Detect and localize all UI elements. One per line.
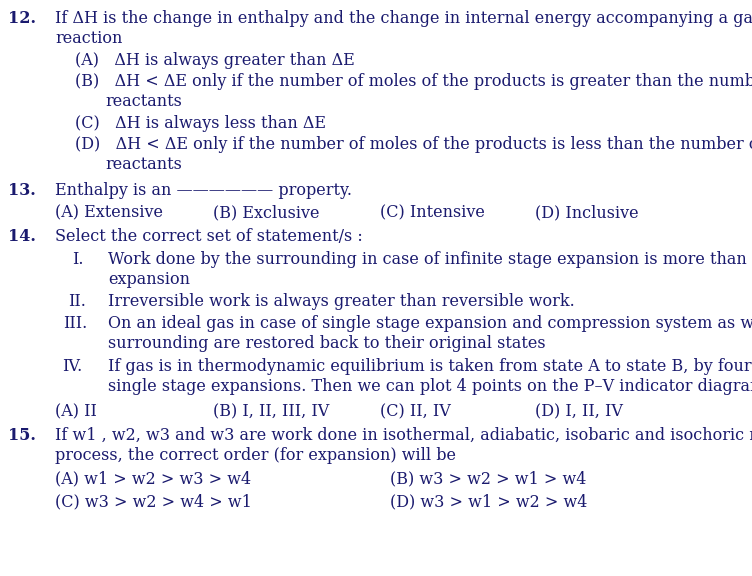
Text: reactants: reactants bbox=[105, 93, 182, 110]
Text: If gas is in thermodynamic equilibrium is taken from state A to state B, by four: If gas is in thermodynamic equilibrium i… bbox=[108, 358, 752, 375]
Text: (B) Exclusive: (B) Exclusive bbox=[213, 204, 320, 221]
Text: (A) Extensive: (A) Extensive bbox=[55, 204, 163, 221]
Text: (B)   ΔH < ΔE only if the number of moles of the products is greater than the nu: (B) ΔH < ΔE only if the number of moles … bbox=[75, 73, 752, 90]
Text: (C)   ΔH is always less than ΔE: (C) ΔH is always less than ΔE bbox=[75, 115, 326, 132]
Text: 15.: 15. bbox=[8, 427, 36, 444]
Text: (B) w3 > w2 > w1 > w4: (B) w3 > w2 > w1 > w4 bbox=[390, 470, 587, 487]
Text: Select the correct set of statement/s :: Select the correct set of statement/s : bbox=[55, 228, 362, 245]
Text: surrounding are restored back to their original states: surrounding are restored back to their o… bbox=[108, 335, 546, 352]
Text: Work done by the surrounding in case of infinite stage expansion is more than si: Work done by the surrounding in case of … bbox=[108, 251, 752, 268]
Text: (C) Intensive: (C) Intensive bbox=[380, 204, 485, 221]
Text: IV.: IV. bbox=[62, 358, 82, 375]
Text: Enthalpy is an —————— property.: Enthalpy is an —————— property. bbox=[55, 182, 352, 199]
Text: I.: I. bbox=[72, 251, 83, 268]
Text: (D)   ΔH < ΔE only if the number of moles of the products is less than the numbe: (D) ΔH < ΔE only if the number of moles … bbox=[75, 136, 752, 153]
Text: (C) w3 > w2 > w4 > w1: (C) w3 > w2 > w4 > w1 bbox=[55, 493, 252, 510]
Text: Irreversible work is always greater than reversible work.: Irreversible work is always greater than… bbox=[108, 293, 575, 310]
Text: If w1 , w2, w3 and w3 are work done in isothermal, adiabatic, isobaric and isoch: If w1 , w2, w3 and w3 are work done in i… bbox=[55, 427, 752, 444]
Text: (D) Inclusive: (D) Inclusive bbox=[535, 204, 638, 221]
Text: 12.: 12. bbox=[8, 10, 36, 27]
Text: III.: III. bbox=[63, 315, 87, 332]
Text: (A)   ΔH is always greater than ΔE: (A) ΔH is always greater than ΔE bbox=[75, 52, 355, 69]
Text: process, the correct order (for expansion) will be: process, the correct order (for expansio… bbox=[55, 447, 456, 464]
Text: (B) I, II, III, IV: (B) I, II, III, IV bbox=[213, 403, 329, 420]
Text: On an ideal gas in case of single stage expansion and compression system as well: On an ideal gas in case of single stage … bbox=[108, 315, 752, 332]
Text: (C) II, IV: (C) II, IV bbox=[380, 403, 450, 420]
Text: (D) w3 > w1 > w2 > w4: (D) w3 > w1 > w2 > w4 bbox=[390, 493, 587, 510]
Text: (A) II: (A) II bbox=[55, 403, 97, 420]
Text: reaction: reaction bbox=[55, 30, 123, 47]
Text: expansion: expansion bbox=[108, 271, 190, 288]
Text: (A) w1 > w2 > w3 > w4: (A) w1 > w2 > w3 > w4 bbox=[55, 470, 251, 487]
Text: reactants: reactants bbox=[105, 156, 182, 173]
Text: single stage expansions. Then we can plot 4 points on the P–V indicator diagram.: single stage expansions. Then we can plo… bbox=[108, 378, 752, 395]
Text: 13.: 13. bbox=[8, 182, 36, 199]
Text: 14.: 14. bbox=[8, 228, 36, 245]
Text: If ΔH is the change in enthalpy and the change in internal energy accompanying a: If ΔH is the change in enthalpy and the … bbox=[55, 10, 752, 27]
Text: II.: II. bbox=[68, 293, 86, 310]
Text: (D) I, II, IV: (D) I, II, IV bbox=[535, 403, 623, 420]
